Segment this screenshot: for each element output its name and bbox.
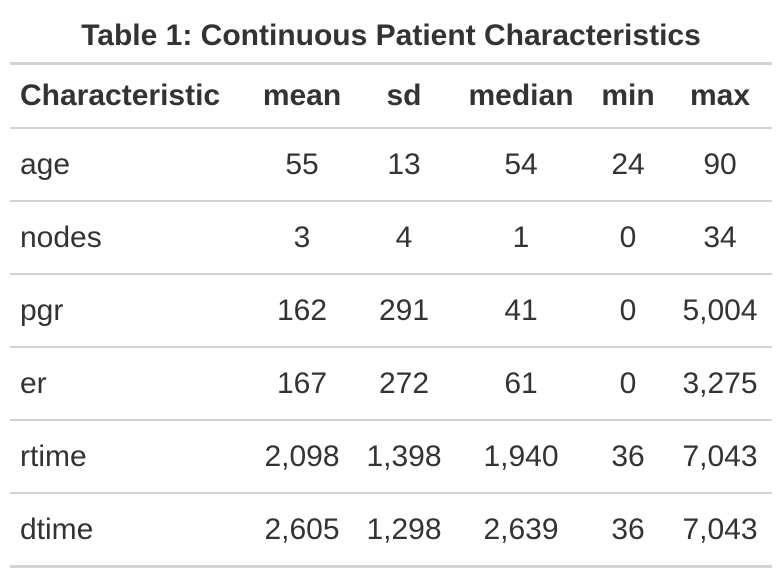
cell-median: 1,940	[454, 420, 588, 494]
cell-min: 0	[588, 274, 668, 348]
row-label: er	[10, 347, 250, 421]
cell-median: 61	[454, 347, 588, 421]
column-header-median: median	[454, 63, 588, 129]
cell-max: 90	[668, 128, 772, 202]
cell-max: 3,275	[668, 347, 772, 421]
table-row: dtime 2,605 1,298 2,639 36 7,043	[10, 493, 772, 567]
cell-median: 41	[454, 274, 588, 348]
table-row: pgr 162 291 41 0 5,004	[10, 274, 772, 348]
column-header-max: max	[668, 63, 772, 129]
cell-min: 0	[588, 201, 668, 275]
summary-table: Characteristic mean sd median min max ag…	[10, 62, 772, 568]
table-row: er 167 272 61 0 3,275	[10, 347, 772, 421]
summary-table-container: Table 1: Continuous Patient Characterist…	[10, 14, 772, 568]
cell-max: 7,043	[682, 512, 758, 546]
header-row: Characteristic mean sd median min max	[10, 63, 772, 129]
table-row: age 55 13 54 24 90	[10, 128, 772, 202]
cell-max: 7,043	[668, 420, 772, 494]
cell-min: 36	[588, 420, 668, 494]
table-row: nodes 3 4 1 0 34	[10, 201, 772, 275]
cell-sd: 1,298	[366, 512, 442, 546]
cell-sd: 4	[354, 201, 454, 275]
table-header: Characteristic mean sd median min max	[10, 63, 772, 129]
column-header-characteristic: Characteristic	[10, 63, 250, 129]
column-header-sd: sd	[354, 63, 454, 129]
cell-mean: 55	[250, 128, 354, 202]
cell-mean: 3	[250, 201, 354, 275]
cell-mean: 162	[250, 274, 354, 348]
row-label: nodes	[10, 201, 250, 275]
cell-median: 54	[454, 128, 588, 202]
row-label: pgr	[10, 274, 250, 348]
row-label: age	[10, 128, 250, 202]
cell-sd: 272	[354, 347, 454, 421]
cell-max: 34	[668, 201, 772, 275]
table-body: age 55 13 54 24 90 nodes 3 4 1 0 34 pgr …	[10, 128, 772, 567]
cell-mean: 167	[250, 347, 354, 421]
table-row: rtime 2,098 1,398 1,940 36 7,043	[10, 420, 772, 494]
row-label: rtime	[10, 420, 250, 494]
column-header-mean: mean	[250, 63, 354, 129]
cell-min: 0	[588, 347, 668, 421]
column-header-min: min	[588, 63, 668, 129]
cell-median: 1	[454, 201, 588, 275]
cell-min: 24	[588, 128, 668, 202]
cell-min: 36	[611, 512, 645, 546]
cell-sd: 291	[354, 274, 454, 348]
cell-median: 2,639	[483, 512, 559, 546]
cell-max: 5,004	[668, 274, 772, 348]
row-label: dtime	[20, 512, 94, 546]
cell-mean: 2,098	[250, 420, 354, 494]
cell-sd: 1,398	[354, 420, 454, 494]
cell-mean: 2,605	[264, 512, 340, 546]
table-title: Table 1: Continuous Patient Characterist…	[81, 19, 701, 52]
cell-sd: 13	[354, 128, 454, 202]
